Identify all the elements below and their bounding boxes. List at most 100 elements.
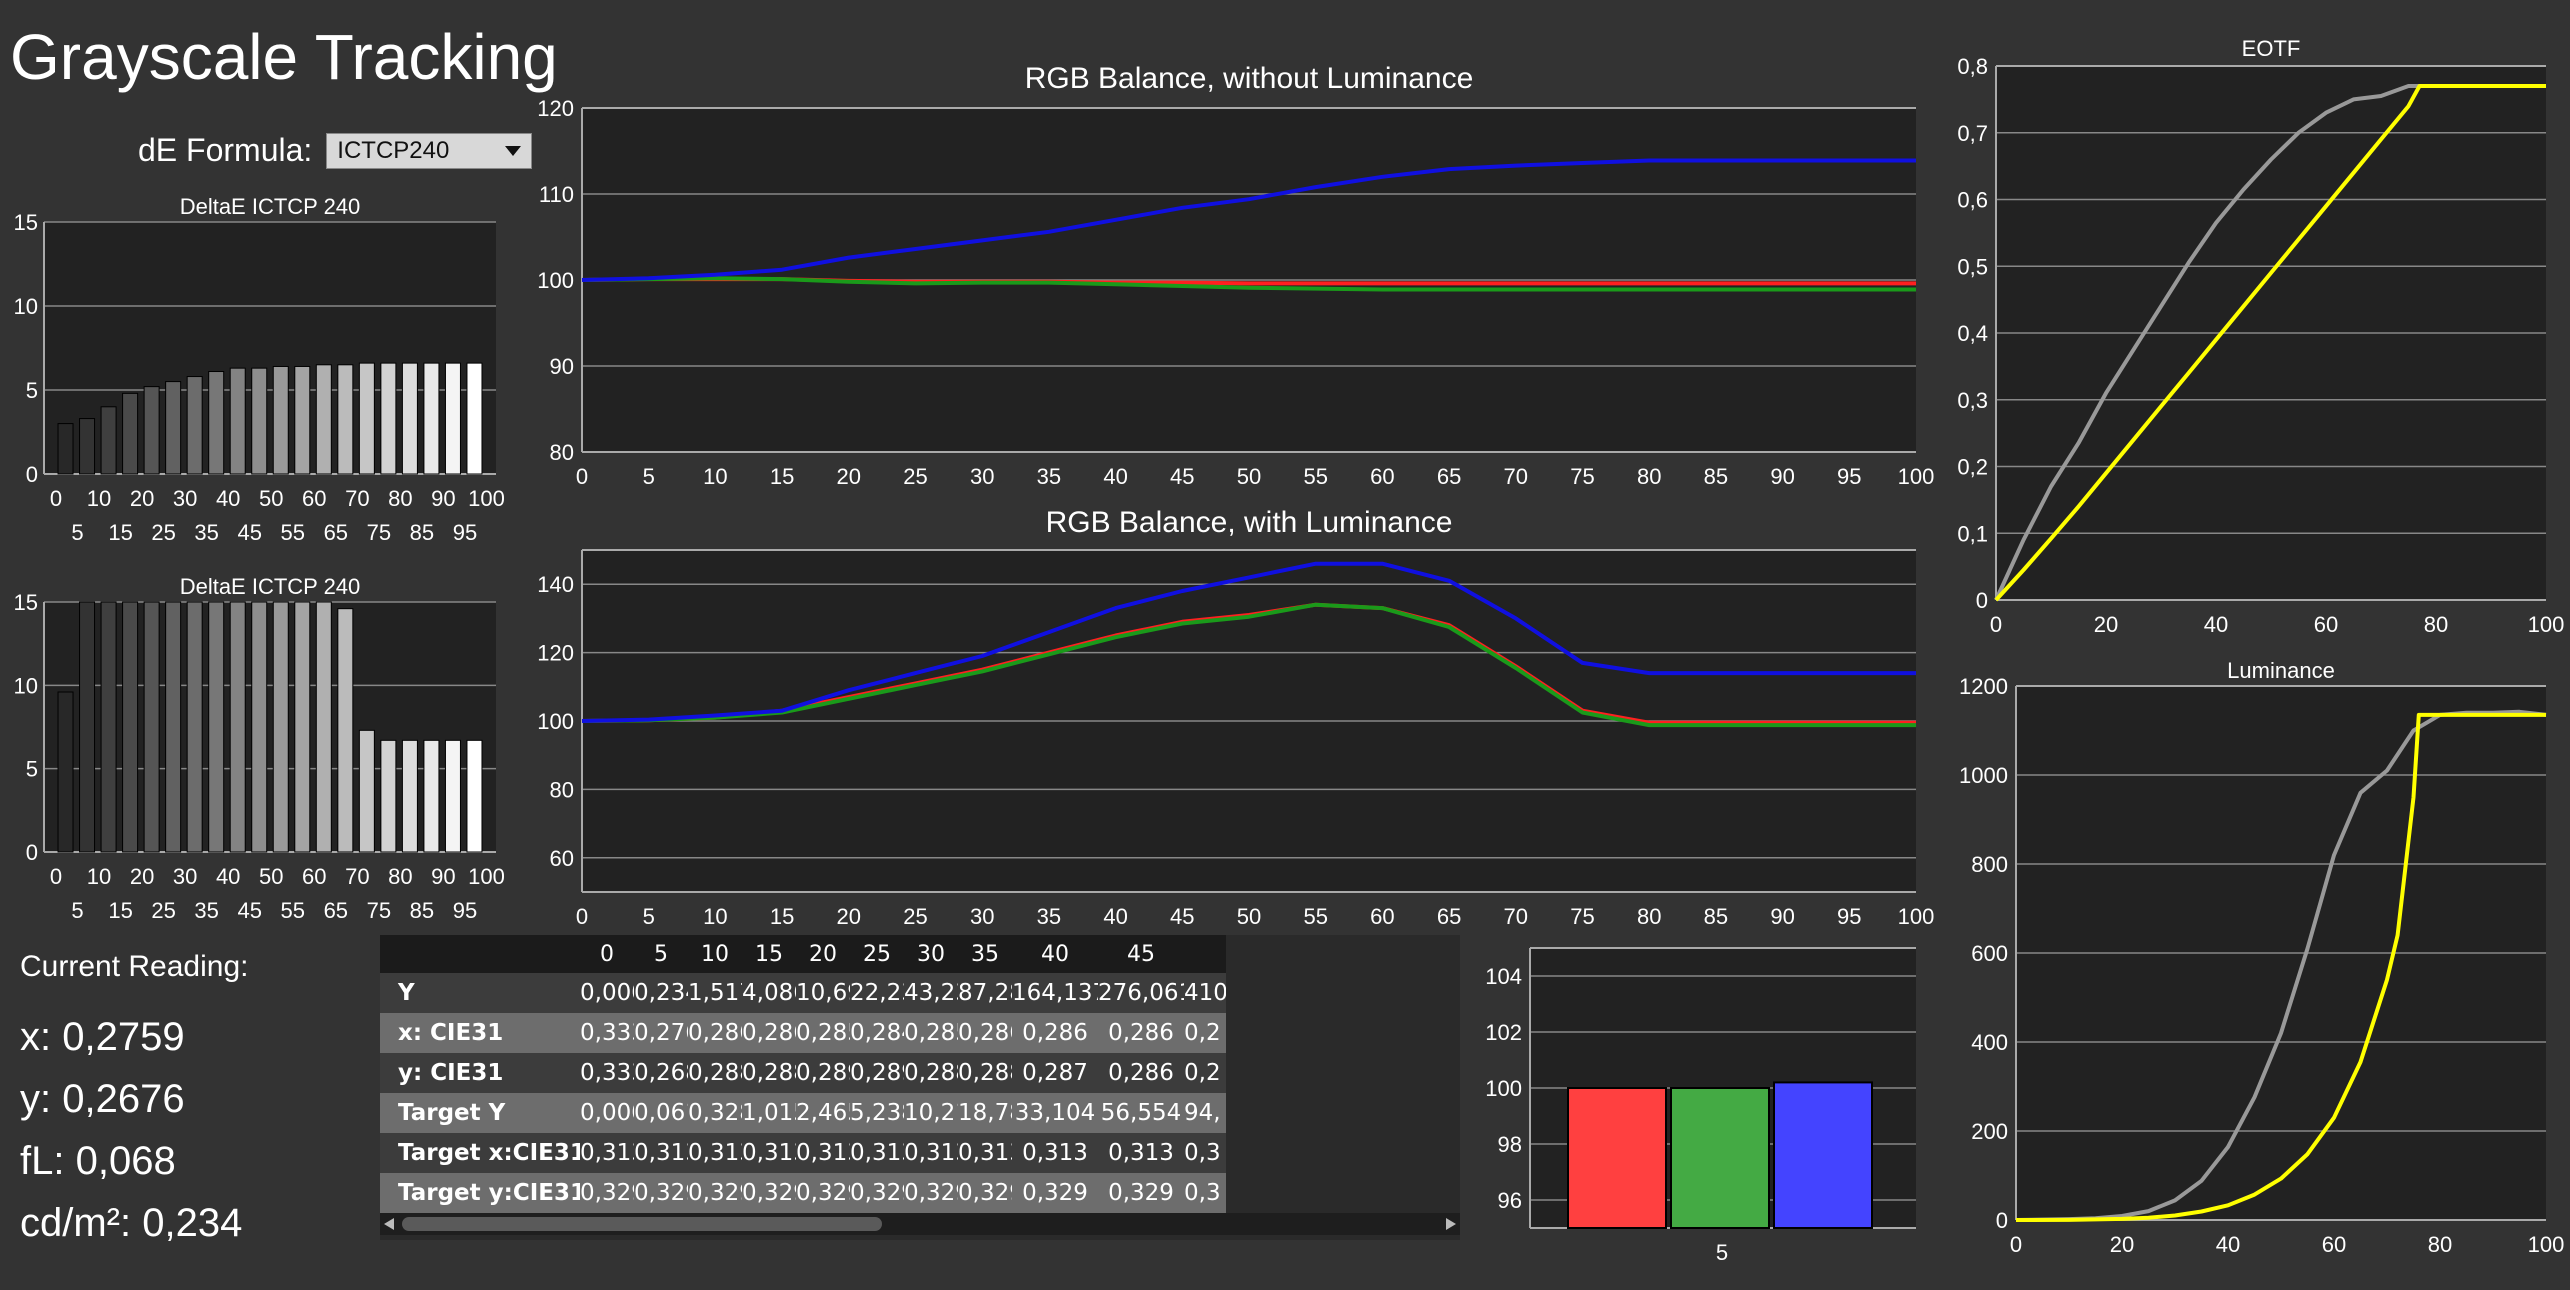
deltae-bar — [444, 739, 461, 853]
table-row-label: x: CIE31 — [380, 1013, 580, 1053]
deltae-bar — [229, 367, 246, 475]
deltae-bar — [165, 381, 182, 475]
table-column-header[interactable]: 25 — [850, 935, 904, 973]
scroll-right-icon[interactable] — [1446, 1218, 1456, 1230]
table-cell: 0,234 — [634, 973, 688, 1013]
x-tick-label: 5 — [71, 520, 83, 545]
table-column-header[interactable]: 15 — [742, 935, 796, 973]
x-tick-label: 15 — [108, 520, 132, 545]
x-tick-label: 70 — [1504, 464, 1528, 489]
x-tick-label: 60 — [302, 486, 326, 511]
deltae-bar — [294, 365, 311, 475]
table-row-label: y: CIE31 — [380, 1053, 580, 1093]
de-formula-control: dE Formula: ICTCP240 — [138, 132, 533, 169]
table-cell: 276,061 — [1098, 973, 1184, 1013]
x-tick-label: 100 — [1898, 904, 1935, 929]
table-row: x: CIE310,3330,2760,2860,2860,2850,2840,… — [380, 1013, 1226, 1053]
rgb-bar-green — [1670, 1087, 1770, 1229]
deltae-bar — [358, 362, 375, 475]
table-cell: 0,286 — [1012, 1013, 1098, 1053]
x-tick-label: 40 — [216, 486, 240, 511]
page-title: Grayscale Tracking — [10, 21, 558, 93]
scrollbar-thumb[interactable] — [402, 1217, 882, 1231]
x-tick-label: 75 — [1570, 464, 1594, 489]
table-cell: 0,329 — [1098, 1173, 1184, 1213]
table-cell: 4,086 — [742, 973, 796, 1013]
deltae-bar — [186, 376, 203, 475]
chart-eotf: 0 0,1 0,2 0,3 0,4 0,5 0,6 0,7 0,8 0 20 40 60 80 100 EOT… — [1957, 36, 2564, 637]
deltae-bar — [208, 371, 225, 475]
x-tick-label: 50 — [259, 486, 283, 511]
x-tick-label: 80 — [1637, 464, 1661, 489]
table-cell: 0,284 — [850, 1013, 904, 1053]
table-cell: 10,214 — [904, 1093, 958, 1133]
series-blue-line — [581, 561, 1916, 723]
deltae-bar — [165, 601, 182, 853]
table-row: y: CIE310,3330,2680,2880,2880,2890,2890,… — [380, 1053, 1226, 1093]
deltae-bar — [100, 406, 117, 475]
table-column-header[interactable]: 35 — [958, 935, 1012, 973]
deltae-bar — [122, 392, 139, 475]
y-tick-label: 0 — [1976, 588, 1988, 613]
series-green-line — [581, 602, 1916, 728]
series-blue-line — [581, 158, 1916, 282]
table-cell-cutoff: 410 — [1184, 973, 1226, 1013]
table-header-corner — [380, 935, 580, 973]
x-tick-label: 30 — [173, 864, 197, 889]
y-tick-label: 1200 — [1959, 674, 2008, 699]
y-tick-label: 140 — [537, 572, 574, 597]
y-tick-label: 0,5 — [1957, 254, 1988, 279]
table-cell: 5,238 — [850, 1093, 904, 1133]
deltae-bar — [337, 364, 354, 475]
table-cell: 0,286 — [1098, 1013, 1184, 1053]
de-formula-dropdown[interactable]: ICTCP240 — [326, 132, 533, 169]
rgb-bar-red — [1567, 1087, 1667, 1229]
table-column-header[interactable]: 30 — [904, 935, 958, 973]
table-column-header[interactable]: 20 — [796, 935, 850, 973]
table-cell: 0,329 — [580, 1173, 634, 1213]
table-cell: 0,288 — [958, 1053, 1012, 1093]
reading-x: x: 0,2759 — [20, 1015, 185, 1059]
y-tick-label: 400 — [1971, 1030, 2008, 1055]
x-tick-label: 80 — [2428, 1232, 2452, 1257]
x-tick-label: 35 — [194, 898, 218, 923]
table-cell: 164,137 — [1012, 973, 1098, 1013]
table-column-header[interactable]: 5 — [634, 935, 688, 973]
table-cell: 0,329 — [958, 1173, 1012, 1213]
x-tick-label: 65 — [1437, 464, 1461, 489]
x-tick-label: 75 — [367, 898, 391, 923]
x-tick-label: 20 — [130, 864, 154, 889]
table-column-header[interactable]: 40 — [1012, 935, 1098, 973]
x-tick-label: 55 — [1303, 904, 1327, 929]
deltae-bar — [272, 365, 289, 475]
table-column-header[interactable]: 45 — [1098, 935, 1184, 973]
y-tick-label: 104 — [1485, 964, 1522, 989]
deltae-bar — [57, 691, 74, 853]
x-tick-label: 40 — [216, 864, 240, 889]
y-tick-label: 5 — [26, 757, 38, 782]
y-tick-label: 600 — [1971, 941, 2008, 966]
table-cell: 0,287 — [1012, 1053, 1098, 1093]
table-horizontal-scrollbar[interactable] — [380, 1213, 1460, 1235]
x-tick-label: 20 — [837, 464, 861, 489]
table-cell: 0,329 — [850, 1173, 904, 1213]
x-tick-label: 90 — [431, 864, 455, 889]
table-cell: 0,313 — [958, 1133, 1012, 1173]
table-cell: 0,289 — [850, 1053, 904, 1093]
x-tick-label: 60 — [302, 864, 326, 889]
de-formula-selected: ICTCP240 — [337, 136, 450, 164]
y-tick-label: 800 — [1971, 852, 2008, 877]
series-green-line — [581, 276, 1916, 292]
chart-title: RGB Balance, with Luminance — [1046, 506, 1453, 539]
y-tick-label: 98 — [1498, 1132, 1522, 1157]
y-tick-label: 110 — [539, 182, 574, 207]
table-column-header[interactable]: 10 — [688, 935, 742, 973]
table-header-row: 0 5 10 15 20 25 30 35 40 45 — [380, 935, 1226, 973]
scroll-left-icon[interactable] — [384, 1218, 394, 1230]
table-cell: 0,329 — [904, 1173, 958, 1213]
table-column-header[interactable]: 0 — [580, 935, 634, 973]
deltae-bar — [358, 729, 375, 853]
table-cell: 0,313 — [1012, 1133, 1098, 1173]
